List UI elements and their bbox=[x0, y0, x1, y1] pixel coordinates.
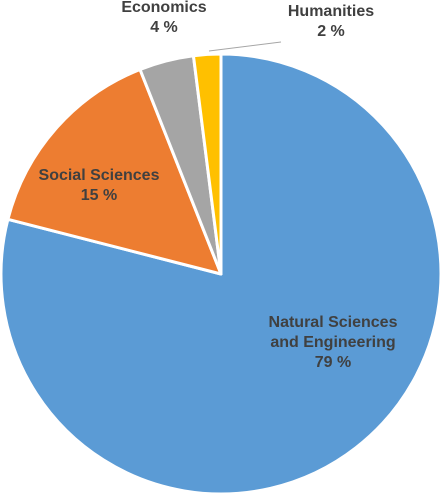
slice-label-arts-and-humanities: Arts andHumanities2 % bbox=[288, 0, 374, 40]
slice-value-label: 79 % bbox=[315, 354, 351, 371]
slice-label-line: Natural Sciences bbox=[269, 314, 398, 331]
slice-value-label: 2 % bbox=[317, 23, 345, 40]
slice-label-line: Economics bbox=[121, 0, 206, 16]
pie-slice-social-sciences bbox=[6, 67, 223, 276]
slice-labels: Natural Sciences and Engineering 79 % Socia… bbox=[39, 0, 398, 371]
pie-slice-arts-and-humanities bbox=[191, 52, 223, 276]
leader-lines bbox=[208, 41, 282, 52]
slice-label-line: and Engineering bbox=[270, 334, 395, 351]
slice-label-social-sciences: Social Sciences 15 % bbox=[39, 167, 160, 204]
slice-label-economics: Economics 4 % bbox=[121, 0, 206, 36]
slice-value-label: 15 % bbox=[81, 187, 117, 204]
slice-label-line: Social Sciences bbox=[39, 167, 160, 184]
slice-label-natural-sciences-and-engineering: Natural Sciences and Engineering 79 % bbox=[269, 314, 398, 371]
slice-label-line: Humanities bbox=[288, 3, 374, 20]
slice-value-label: 4 % bbox=[150, 19, 178, 36]
pie-slices bbox=[0, 52, 443, 496]
leader-line-arts-and-humanities bbox=[208, 41, 282, 52]
